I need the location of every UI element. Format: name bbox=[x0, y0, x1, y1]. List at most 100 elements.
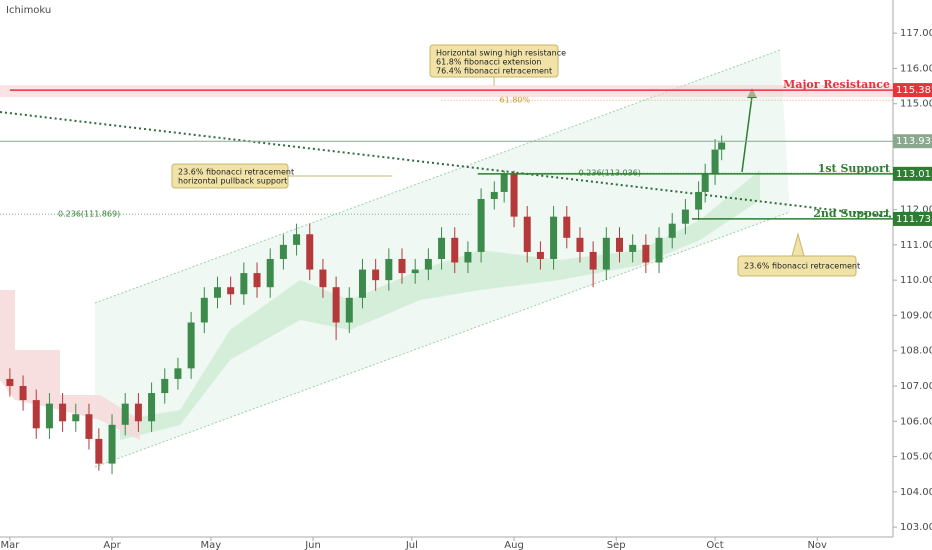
candle-body bbox=[293, 234, 301, 245]
candle-body bbox=[32, 400, 40, 429]
price-label-bg bbox=[893, 83, 932, 98]
candle-body bbox=[655, 237, 663, 263]
price-label: 113.938 bbox=[896, 136, 932, 147]
y-tick-label: 104.000 bbox=[900, 487, 932, 498]
indicator-label: Ichimoku bbox=[6, 5, 51, 16]
fib-label: 0.236(111.869) bbox=[58, 210, 120, 219]
y-tick-label: 109.000 bbox=[900, 310, 932, 321]
candle-body bbox=[464, 251, 472, 263]
candle-body bbox=[6, 378, 14, 386]
candle-body bbox=[161, 378, 169, 394]
candle-body bbox=[345, 297, 353, 323]
x-tick-label: Oct bbox=[706, 540, 723, 550]
price-label: 115.387 bbox=[896, 85, 932, 96]
candle-body bbox=[385, 258, 393, 281]
candle-body bbox=[695, 191, 703, 210]
resistance-zone bbox=[0, 85, 893, 98]
callout-pointer bbox=[791, 232, 805, 257]
candle-body bbox=[306, 234, 314, 270]
candle-body bbox=[510, 174, 518, 217]
y-tick-label: 111.000 bbox=[900, 240, 932, 251]
price-label-bg bbox=[893, 211, 932, 226]
projection-arrow bbox=[741, 95, 753, 173]
candle-body bbox=[711, 149, 719, 175]
candle-body bbox=[72, 414, 80, 422]
ichimoku-cloud bbox=[120, 170, 760, 440]
y-tick-label: 107.000 bbox=[900, 381, 932, 392]
level-name: Major Resistance bbox=[783, 78, 890, 91]
candle-body bbox=[148, 393, 156, 422]
x-tick-label: Sep bbox=[607, 540, 626, 550]
price-label-bg bbox=[893, 166, 932, 181]
y-tick-label: 115.000 bbox=[900, 99, 932, 110]
fib-label: 0.236(113.036) bbox=[579, 169, 641, 178]
candle-body bbox=[563, 216, 571, 238]
candle-body bbox=[602, 237, 610, 270]
y-tick-label: 110.000 bbox=[900, 275, 932, 286]
candle-body bbox=[187, 322, 195, 369]
candle-body bbox=[642, 244, 650, 263]
y-tick-label: 103.000 bbox=[900, 522, 932, 533]
candle-body bbox=[108, 424, 116, 464]
candle-body bbox=[174, 368, 182, 379]
candle-body bbox=[319, 269, 327, 288]
candle-body bbox=[95, 438, 103, 464]
candle-body bbox=[19, 385, 27, 401]
candle-body bbox=[213, 287, 221, 298]
candle-body bbox=[121, 403, 129, 425]
callout-2: 23.6% fibonacci retracement horizontal p… bbox=[171, 163, 392, 189]
x-tick-label: Apr bbox=[103, 540, 121, 550]
y-tick-label: 112.000 bbox=[900, 205, 932, 216]
candle-body bbox=[372, 269, 380, 281]
x-tick-label: Jun bbox=[304, 540, 321, 550]
candle-body bbox=[200, 297, 208, 323]
candle-body bbox=[438, 237, 446, 259]
candle-body bbox=[45, 403, 53, 429]
candle-body bbox=[615, 237, 623, 252]
candle-body bbox=[240, 273, 248, 295]
x-tick-label: May bbox=[201, 540, 222, 550]
candle-body bbox=[134, 403, 142, 422]
y-tick-label: 106.000 bbox=[900, 416, 932, 427]
price-label: 113.013 bbox=[896, 169, 932, 180]
candle-body bbox=[701, 174, 709, 192]
price-label-bg bbox=[893, 134, 932, 149]
candle-body bbox=[668, 223, 676, 238]
channel-lower bbox=[94, 211, 791, 468]
candle-body bbox=[253, 273, 261, 288]
y-tick-label: 117.000 bbox=[900, 28, 932, 39]
candle-body bbox=[523, 216, 531, 252]
candle-body bbox=[576, 237, 584, 252]
candle-body bbox=[266, 258, 274, 288]
candle-body bbox=[227, 287, 235, 295]
y-tick-label: 108.000 bbox=[900, 346, 932, 357]
candle-body bbox=[398, 258, 406, 274]
candle-body bbox=[681, 209, 689, 224]
candle-body bbox=[451, 237, 459, 263]
candle-body bbox=[477, 198, 485, 252]
x-tick-label: Aug bbox=[504, 540, 524, 550]
candle-body bbox=[332, 287, 340, 323]
callout-text: horizontal pullback support bbox=[178, 177, 287, 186]
candle-body bbox=[718, 142, 726, 150]
candle-body bbox=[550, 216, 558, 259]
x-tick-label: Nov bbox=[807, 540, 827, 550]
candle-body bbox=[500, 174, 508, 192]
candle-body bbox=[589, 251, 597, 270]
callout-text: 61.8% fibonacci extension bbox=[436, 58, 542, 67]
candle-body bbox=[411, 269, 419, 274]
callout-text: 23.6% fibonacci retracement bbox=[744, 262, 860, 271]
level-name: 1st Support bbox=[818, 162, 891, 175]
candle-body bbox=[85, 414, 93, 439]
callout-3: 23.6% fibonacci retracement bbox=[737, 232, 860, 277]
candle-body bbox=[279, 244, 287, 259]
callout-text: 23.6% fibonacci retracement bbox=[178, 168, 294, 177]
level-name: 2nd Support bbox=[813, 207, 891, 220]
callout-text: Horizontal swing high resistance bbox=[436, 49, 566, 58]
candle-body bbox=[536, 251, 544, 259]
x-tick-label: Jul bbox=[405, 540, 418, 550]
callout-1: Horizontal swing high resistance 61.8% f… bbox=[429, 44, 566, 86]
callout-text: 76.4% fibonacci retracement bbox=[436, 67, 552, 76]
y-tick-label: 105.000 bbox=[900, 452, 932, 463]
